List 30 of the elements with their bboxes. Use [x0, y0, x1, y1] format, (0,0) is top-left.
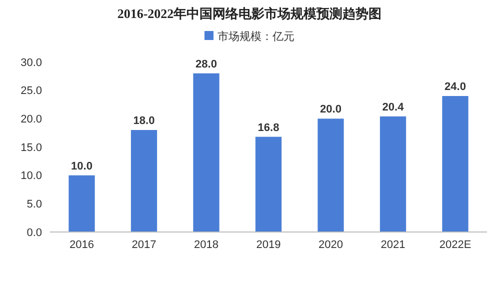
y-tick-label: 10.0	[20, 170, 42, 182]
x-tick-label: 2022E	[439, 239, 472, 251]
data-label: 20.0	[320, 104, 342, 116]
data-label: 20.4	[382, 101, 405, 114]
chart-title: 2016-2022年中国网络电影市场规模预测趋势图	[117, 6, 382, 21]
y-tick-label: 25.0	[20, 85, 42, 98]
bar	[255, 136, 282, 232]
data-label: 18.0	[133, 115, 155, 127]
bar	[68, 175, 95, 232]
bar	[442, 96, 468, 232]
x-tick-label: 2016	[70, 239, 94, 251]
x-tick-label: 2018	[194, 239, 218, 251]
data-label: 24.0	[444, 81, 466, 93]
legend-label: 市场规模：亿元	[218, 30, 294, 43]
bar	[130, 130, 158, 232]
x-tick-label: 2020	[318, 239, 343, 251]
x-tick-label: 2021	[380, 239, 406, 251]
bar	[380, 116, 406, 232]
y-tick-label: 20.0	[20, 114, 42, 126]
y-tick-label: 5.0	[26, 198, 42, 211]
y-tick-label: 15.0	[20, 142, 42, 154]
bar	[193, 73, 220, 232]
bar	[318, 118, 344, 232]
data-label: 16.8	[258, 122, 280, 134]
x-tick-label: 2019	[256, 239, 281, 251]
y-tick-label: 0.0	[26, 226, 42, 239]
x-tick-label: 2017	[132, 239, 156, 251]
data-label: 28.0	[196, 58, 217, 70]
data-label: 10.0	[71, 160, 92, 172]
y-tick-label: 30.0	[20, 56, 42, 69]
